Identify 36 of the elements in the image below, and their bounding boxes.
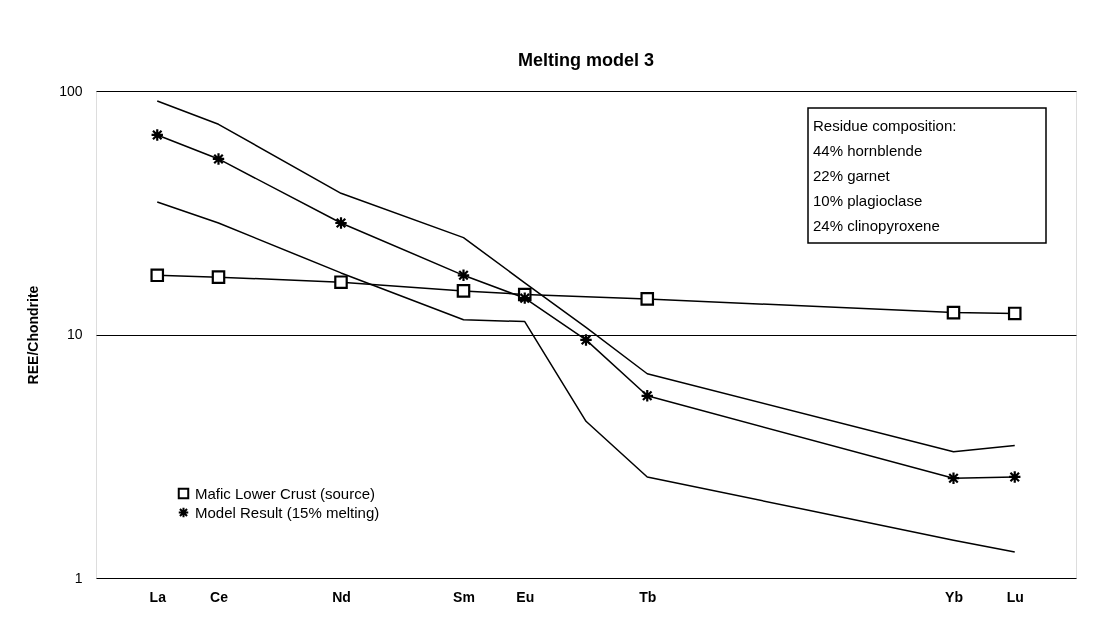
x-tick-label: La bbox=[149, 588, 167, 605]
legend-label: Mafic Lower Crust (source) bbox=[195, 484, 376, 502]
point bbox=[456, 284, 471, 298]
x-tick-label: Ce bbox=[210, 588, 229, 605]
y-axis-title: REE/Chondrite bbox=[25, 285, 42, 385]
point bbox=[640, 389, 655, 403]
x-tick-label: Yb bbox=[945, 588, 963, 605]
x-tick-label: Tb bbox=[639, 588, 657, 605]
x-tick-label: Nd bbox=[332, 588, 351, 605]
y-tick-label: 10 bbox=[66, 326, 83, 342]
point bbox=[1007, 470, 1022, 484]
point bbox=[946, 471, 961, 485]
annotation: 24% clinopyroxene bbox=[813, 217, 940, 234]
point bbox=[334, 275, 348, 289]
x-tick-label: Eu bbox=[516, 588, 535, 605]
point bbox=[211, 270, 226, 284]
y-tick-label: 100 bbox=[59, 82, 83, 99]
point bbox=[334, 216, 348, 230]
annotation: 22% garnet bbox=[813, 167, 891, 184]
annotation: 10% plagioclase bbox=[813, 192, 923, 209]
chart-title: Melting model 3 bbox=[517, 50, 655, 70]
annotation: Residue composition: bbox=[813, 117, 957, 134]
point bbox=[150, 128, 165, 142]
point bbox=[150, 268, 165, 283]
x-tick-label: Lu bbox=[1006, 588, 1024, 605]
point bbox=[640, 292, 655, 306]
point bbox=[1007, 306, 1022, 321]
x-tick-label: Sm bbox=[453, 588, 475, 605]
point bbox=[456, 268, 471, 283]
point bbox=[579, 333, 593, 347]
point bbox=[211, 152, 226, 166]
point bbox=[517, 291, 532, 305]
point bbox=[946, 305, 961, 320]
y-tick-label: 1 bbox=[74, 569, 83, 586]
annotation: 44% hornblende bbox=[813, 142, 923, 159]
legend-label: Model Result (15% melting) bbox=[195, 503, 380, 521]
